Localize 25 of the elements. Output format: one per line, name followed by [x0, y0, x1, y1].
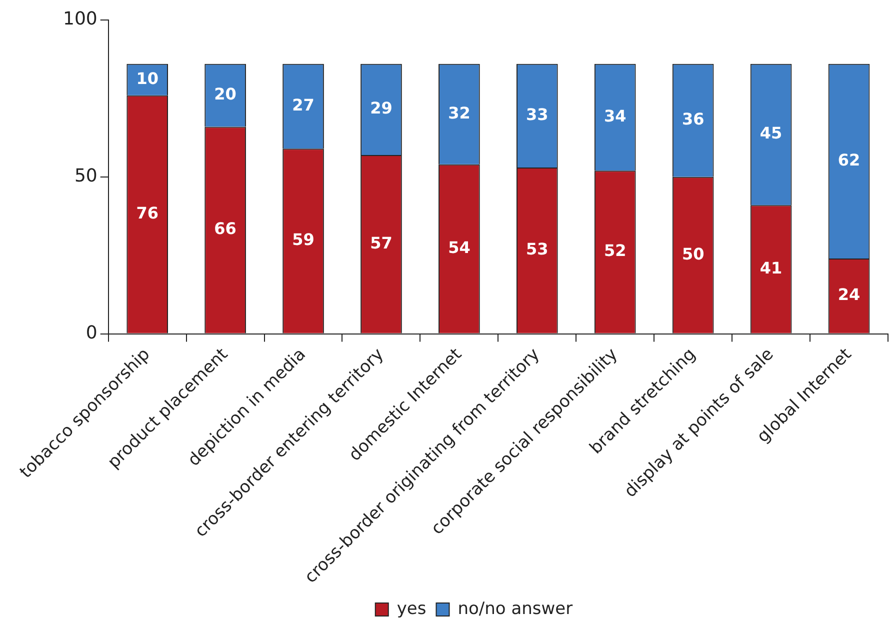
legend-label: no/no answer	[458, 598, 573, 619]
data-label: 57	[370, 233, 392, 252]
data-label: 41	[760, 258, 782, 278]
data-label: 34	[604, 106, 626, 126]
data-label: 50	[682, 244, 704, 264]
data-label: 66	[214, 219, 236, 238]
data-label: 29	[370, 98, 392, 118]
data-label: 62	[838, 150, 860, 170]
data-label: 24	[838, 285, 860, 304]
y-tick-label: 50	[74, 166, 98, 187]
data-label: 52	[604, 241, 626, 260]
data-label: 33	[526, 104, 548, 124]
data-label: 10	[136, 68, 158, 88]
data-label: 53	[526, 240, 548, 259]
y-tick-label: 100	[62, 8, 98, 30]
data-label: 20	[214, 84, 236, 104]
data-label: 54	[448, 238, 470, 257]
legend-label: yes	[396, 598, 426, 619]
data-label: 36	[682, 110, 704, 129]
data-label: 59	[292, 230, 314, 250]
y-tick-label: 0	[86, 322, 98, 344]
data-label: 32	[448, 103, 470, 122]
data-label: 27	[292, 95, 314, 114]
data-label: 76	[136, 203, 158, 222]
data-label: 45	[760, 124, 782, 143]
